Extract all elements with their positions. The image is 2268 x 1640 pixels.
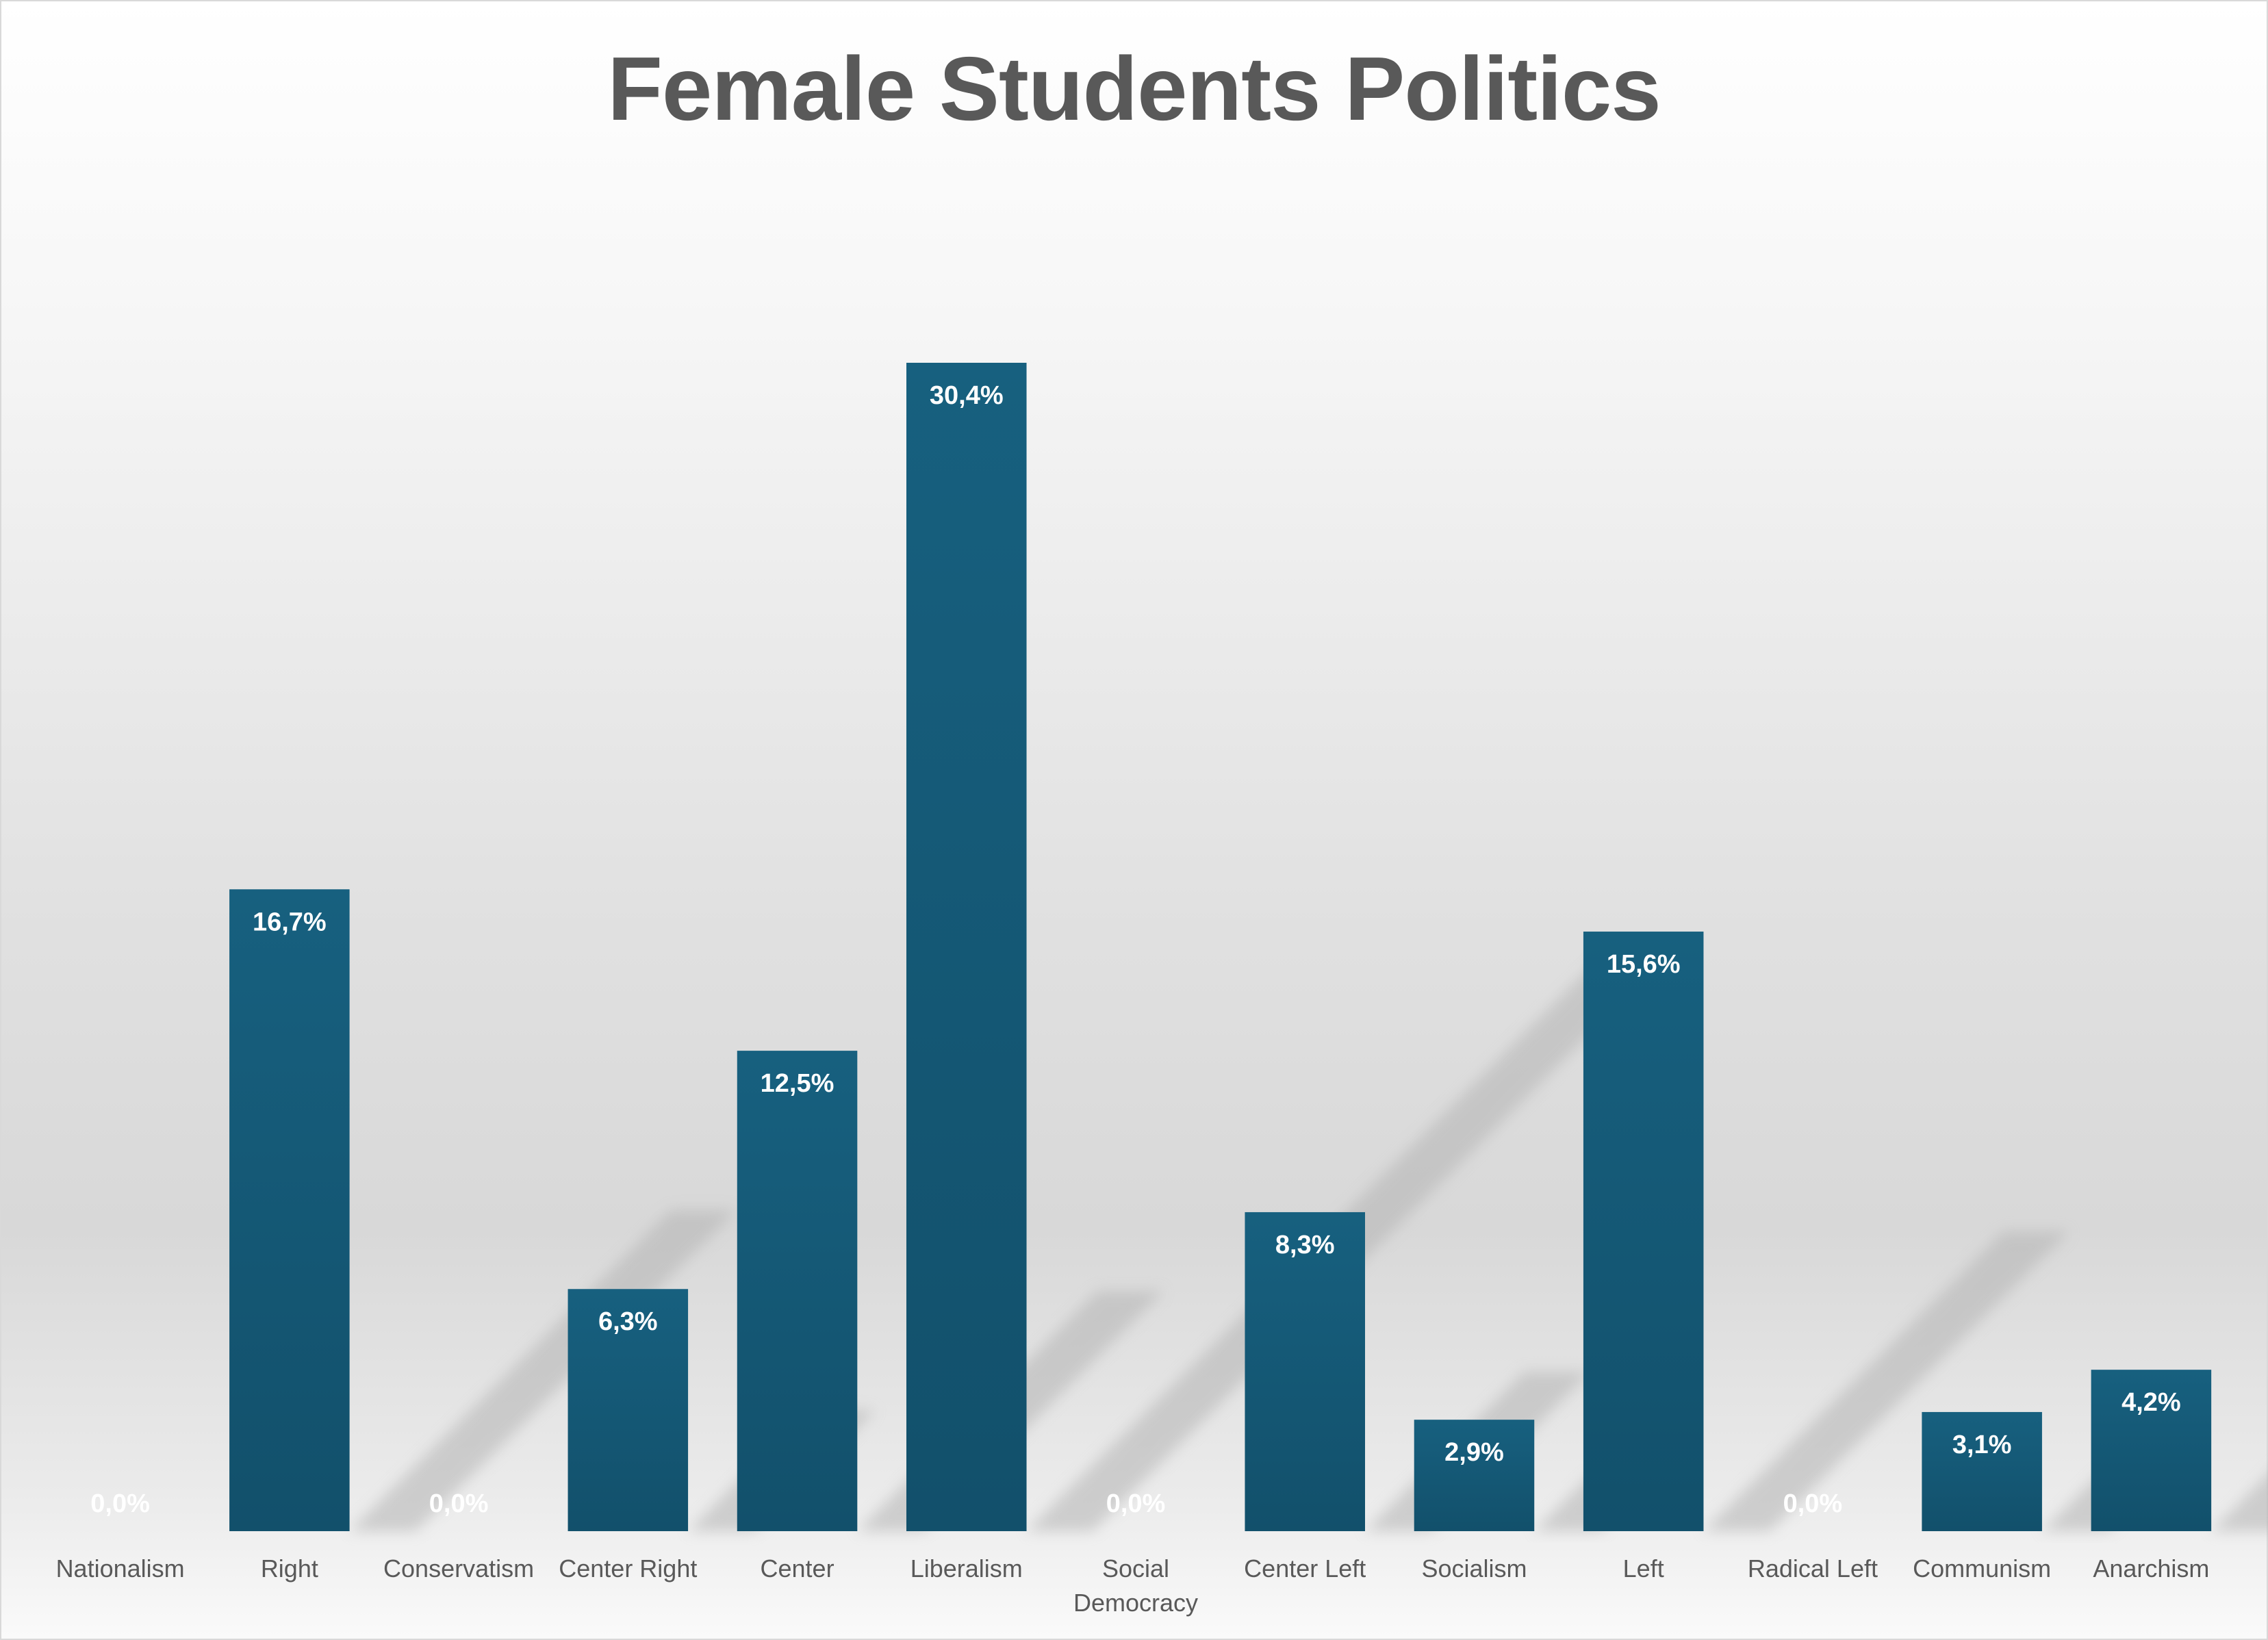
chart-title: Female Students Politics [607, 38, 1661, 139]
bar-right [229, 889, 350, 1531]
x-tick-label-3: Center Right [559, 1554, 697, 1583]
data-label-2: 0,0% [429, 1489, 489, 1518]
x-tick-label-10: Radical Left [1748, 1554, 1878, 1583]
bars-group [229, 363, 2212, 1531]
bar-left [1583, 932, 1704, 1531]
bar-socialism [1414, 1420, 1535, 1531]
x-tick-label-11: Communism [1913, 1554, 2051, 1583]
bar-shadow-12 [2211, 1474, 2268, 1531]
data-label-0: 0,0% [90, 1489, 150, 1518]
data-label-11: 3,1% [1952, 1431, 2012, 1459]
data-label-10: 0,0% [1783, 1489, 1843, 1518]
x-tick-label-2: Conservatism [383, 1554, 534, 1583]
data-label-5: 30,4% [930, 381, 1004, 410]
x-tick-label-4: Center [761, 1554, 834, 1583]
x-tick-label-8: Socialism [1421, 1554, 1527, 1583]
x-tick-label-7: Center Left [1244, 1554, 1366, 1583]
bar-shadow-9 [1703, 1231, 2069, 1531]
bar-liberalism [906, 363, 1027, 1531]
x-tick-label-6: Social Democracy [1073, 1554, 1198, 1617]
data-label-3: 6,3% [598, 1307, 658, 1336]
data-label-1: 16,7% [253, 908, 327, 936]
data-label-9: 15,6% [1607, 950, 1681, 979]
bar-center-left [1245, 1212, 1365, 1531]
data-label-6: 0,0% [1106, 1489, 1166, 1518]
x-tick-label-12: Anarchism [2093, 1554, 2209, 1583]
x-tick-labels-group: Nationalism Right Conservatism Center Right… [56, 1554, 2210, 1617]
bar-center [737, 1051, 858, 1531]
bar-communism [1922, 1411, 2042, 1531]
x-tick-label-1: Right [261, 1554, 318, 1583]
x-tick-label-0: Nationalism [56, 1554, 185, 1583]
bar-center-right [568, 1289, 689, 1531]
data-label-7: 8,3% [1275, 1231, 1335, 1259]
x-tick-label-5: Liberalism [910, 1554, 1023, 1583]
data-label-4: 12,5% [761, 1069, 834, 1098]
data-label-12: 4,2% [2122, 1388, 2181, 1417]
bar-anarchism [2091, 1370, 2212, 1531]
x-tick-label-9: Left [1623, 1554, 1664, 1583]
data-labels-group: 0,0% 16,7% 0,0% 6,3% 12,5% 30,4% 0,0% 8,3% 2,9% 1… [90, 381, 2180, 1518]
data-label-8: 2,9% [1444, 1438, 1504, 1467]
